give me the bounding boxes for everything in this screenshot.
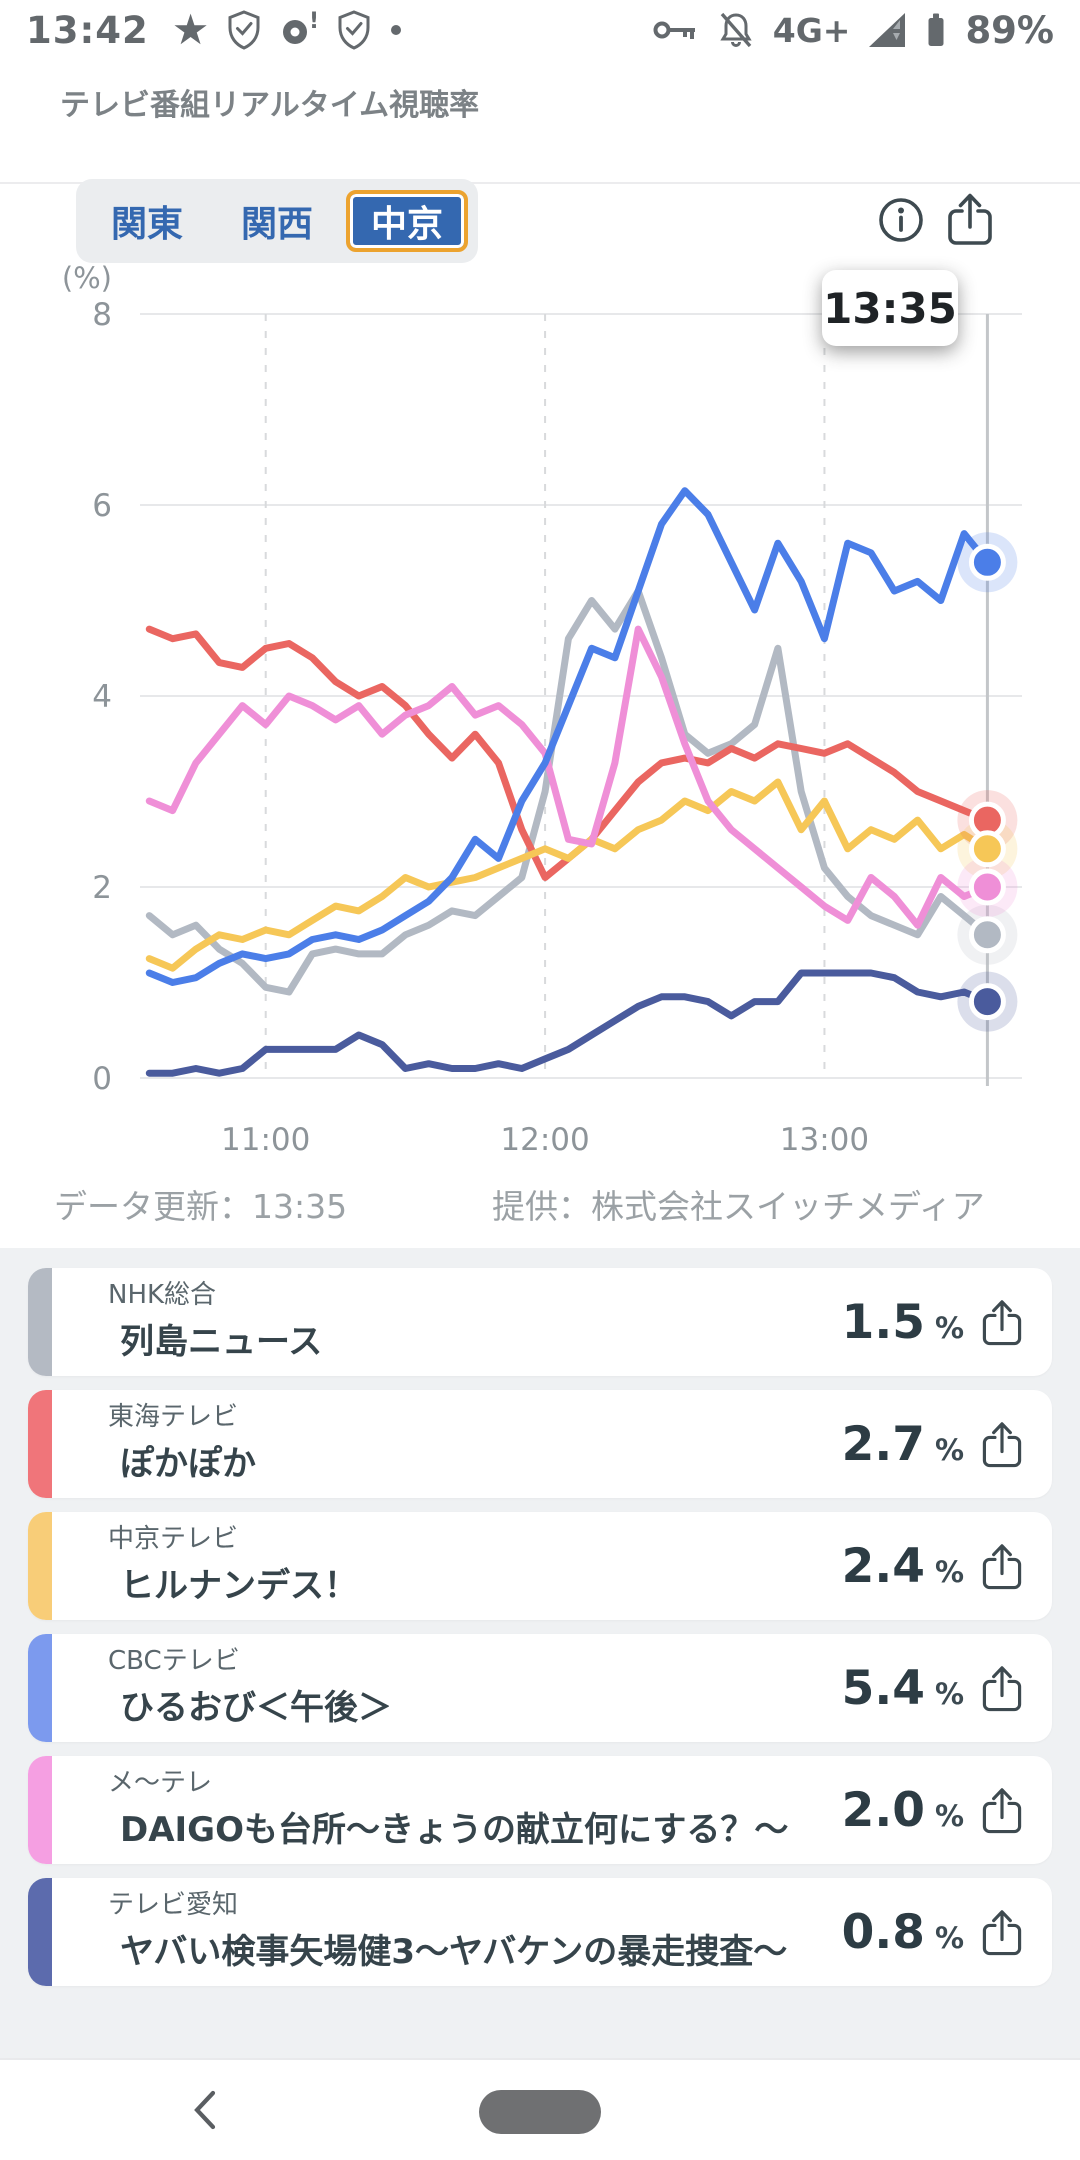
channel-color-bar [28, 1634, 52, 1742]
star-icon: ★ [171, 5, 210, 54]
channel-network-label: NHK総合 [108, 1280, 217, 1311]
channel-program-label: ひるおび＜午後＞ [120, 1687, 392, 1728]
channel-list: NHK総合 列島ニュース 1.5 % 東海テレビ ぽかぽか 2.7 % [0, 1248, 1080, 2058]
channel-color-bar [28, 1512, 52, 1620]
channel-row-metele: メ〜テレ DAIGOも台所〜きょうの献立何にする？〜 2.0 % [28, 1756, 1052, 1864]
channel-rating-group: 0.8 % [842, 1905, 1024, 1960]
share-icon[interactable] [980, 1785, 1024, 1836]
channel-network-label: 中京テレビ [108, 1524, 239, 1555]
channel-program-label: ヒルナンデス！ [120, 1565, 358, 1606]
tab-chukyo[interactable]: 中京 [346, 190, 468, 252]
rating-value: 0.8 [841, 1904, 925, 1960]
channel-color-bar [28, 1268, 52, 1376]
data-provider-label: 提供：株式会社スイッチメディア [492, 1187, 985, 1226]
share-icon[interactable] [980, 1907, 1024, 1958]
page-title: テレビ番組リアルタイム視聴率 [60, 88, 480, 123]
info-icon [879, 198, 923, 242]
data-updated-label: データ更新：13:35 [54, 1187, 348, 1226]
channel-texts: テレビ愛知 ヤバい検事矢場健3〜ヤバケンの暴走捜査〜 [108, 1890, 842, 1973]
channel-color-bar [28, 1756, 52, 1864]
rating-value: 1.5 [841, 1294, 925, 1350]
channel-texts: 東海テレビ ぽかぽか [108, 1402, 842, 1485]
back-button[interactable] [188, 2086, 222, 2138]
channel-network-label: テレビ愛知 [108, 1890, 239, 1921]
share-icon[interactable] [980, 1297, 1024, 1348]
time-cursor-tooltip: 13:35 [822, 270, 958, 346]
channel-texts: メ〜テレ DAIGOも台所〜きょうの献立何にする？〜 [108, 1768, 842, 1851]
status-bar: 13:42 ★ ! 4G+ [0, 0, 1080, 60]
region-tab-group: 関東 関西 中京 [76, 179, 478, 263]
channel-rating-group: 2.0 % [842, 1783, 1024, 1838]
tab-kansai[interactable]: 関西 [240, 204, 313, 245]
svg-text:0: 0 [92, 1061, 112, 1097]
signal-icon [869, 13, 906, 47]
svg-text:11:00: 11:00 [221, 1122, 310, 1158]
share-button[interactable] [945, 190, 995, 252]
svg-text:4: 4 [92, 679, 112, 715]
bell-off-icon [720, 12, 752, 48]
channel-network-label: メ〜テレ [108, 1768, 213, 1799]
chevron-left-icon [194, 2090, 216, 2130]
battery-percent-label: 89% [965, 8, 1054, 52]
channel-row-tvaichi: テレビ愛知 ヤバい検事矢場健3〜ヤバケンの暴走捜査〜 0.8 % [28, 1878, 1052, 1986]
info-button[interactable] [876, 195, 926, 249]
channel-texts: NHK総合 列島ニュース [108, 1280, 842, 1363]
svg-text:6: 6 [92, 488, 112, 524]
channel-rating-group: 2.7 % [842, 1417, 1024, 1472]
channel-texts: 中京テレビ ヒルナンデス！ [108, 1524, 842, 1607]
clock: 13:42 [26, 8, 149, 52]
shield-check-icon [228, 10, 260, 50]
channel-network-label: 東海テレビ [108, 1402, 239, 1433]
alert-circle-icon: ! [283, 10, 319, 44]
share-icon [948, 193, 992, 245]
app-bar: テレビ番組リアルタイム視聴率 [0, 60, 1080, 184]
channel-color-bar [28, 1390, 52, 1498]
rating-unit: % [934, 1311, 964, 1345]
svg-text:12:00: 12:00 [500, 1122, 589, 1158]
rating-unit: % [934, 1555, 964, 1589]
tab-kanto[interactable]: 関東 [110, 204, 183, 245]
shield-check-icon [338, 10, 370, 50]
home-button[interactable] [479, 2090, 601, 2134]
channel-network-label: CBCテレビ [108, 1646, 240, 1677]
channel-rating-group: 1.5 % [842, 1295, 1024, 1350]
rating-value: 2.7 [841, 1416, 925, 1472]
channel-row-tokai: 東海テレビ ぽかぽか 2.7 % [28, 1390, 1052, 1498]
rating-unit: % [934, 1433, 964, 1467]
svg-text:!: ! [309, 10, 319, 34]
svg-text:13:00: 13:00 [780, 1122, 869, 1158]
share-icon[interactable] [980, 1419, 1024, 1470]
channel-texts: CBCテレビ ひるおび＜午後＞ [108, 1646, 842, 1729]
rating-value: 5.4 [841, 1660, 925, 1716]
channel-program-label: DAIGOも台所〜きょうの献立何にする？〜 [120, 1809, 789, 1850]
rating-unit: % [934, 1799, 964, 1833]
channel-rating-group: 2.4 % [842, 1539, 1024, 1594]
svg-text:8: 8 [92, 297, 112, 333]
channel-program-label: 列島ニュース [120, 1321, 323, 1362]
svg-text:(%): (%) [62, 261, 112, 295]
channel-row-chukyo: 中京テレビ ヒルナンデス！ 2.4 % [28, 1512, 1052, 1620]
channel-row-cbc: CBCテレビ ひるおび＜午後＞ 5.4 % [28, 1634, 1052, 1742]
bottom-nav-bar [0, 2058, 1080, 2160]
channel-program-label: ヤバい検事矢場健3〜ヤバケンの暴走捜査〜 [120, 1931, 788, 1972]
dot-icon [391, 25, 402, 35]
rating-value: 2.0 [841, 1782, 925, 1838]
network-type-label: 4G+ [772, 10, 851, 50]
channel-program-label: ぽかぽか [120, 1443, 256, 1484]
battery-icon [928, 13, 944, 46]
rating-value: 2.4 [841, 1538, 925, 1594]
channel-color-bar [28, 1878, 52, 1986]
rating-unit: % [934, 1677, 964, 1711]
share-icon[interactable] [980, 1541, 1024, 1592]
rating-unit: % [934, 1921, 964, 1955]
share-icon[interactable] [980, 1663, 1024, 1714]
key-icon [653, 21, 695, 39]
rating-chart[interactable]: 0 2 4 6 8(%) 11:00 12:00 13:00 [0, 240, 1080, 1160]
channel-row-nhk: NHK総合 列島ニュース 1.5 % [28, 1268, 1052, 1376]
svg-text:2: 2 [92, 870, 112, 906]
channel-rating-group: 5.4 % [842, 1661, 1024, 1716]
